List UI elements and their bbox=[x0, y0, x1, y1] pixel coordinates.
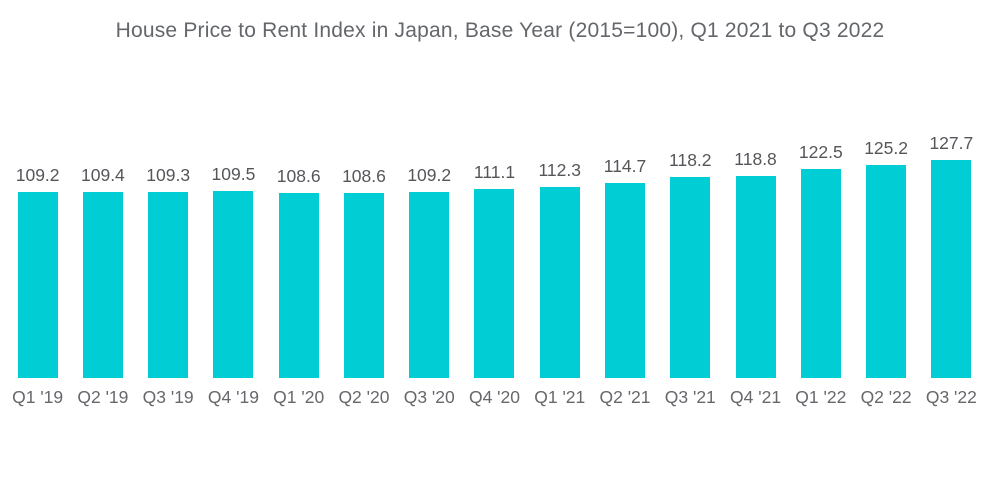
bar-value-label: 114.7 bbox=[603, 156, 647, 176]
x-tick-label: Q3 '19 bbox=[142, 387, 194, 407]
plot-area: 109.2 Q1 '19 109.4 Q2 '19 109.3 Q3 '19 1… bbox=[5, 133, 984, 407]
x-tick-label: Q4 '21 bbox=[730, 387, 782, 407]
x-tick-label: Q4 '19 bbox=[207, 387, 259, 407]
bar-group: 109.3 Q3 '19 bbox=[136, 165, 201, 407]
chart-title: House Price to Rent Index in Japan, Base… bbox=[115, 19, 885, 42]
bar-value-label: 118.8 bbox=[734, 149, 777, 169]
x-tick-label: Q4 '20 bbox=[468, 387, 520, 407]
bar-value-label: 122.5 bbox=[798, 142, 843, 162]
bar-group: 118.2 Q3 '21 bbox=[658, 150, 723, 407]
bar-value-label: 125.2 bbox=[864, 138, 908, 158]
bar bbox=[735, 176, 776, 378]
bar-value-label: 109.2 bbox=[407, 165, 452, 185]
bar bbox=[866, 165, 907, 378]
bar-group: 118.8 Q4 '21 bbox=[723, 149, 788, 407]
bar bbox=[17, 192, 58, 378]
bar-value-label: 118.2 bbox=[669, 150, 712, 170]
bar-group: 108.6 Q2 '20 bbox=[331, 166, 396, 407]
bar bbox=[931, 160, 972, 378]
bar-group: 122.5 Q1 '22 bbox=[788, 142, 853, 407]
bar-group: 109.2 Q3 '20 bbox=[397, 165, 462, 407]
bar bbox=[474, 189, 515, 378]
bar-value-label: 109.2 bbox=[15, 165, 60, 185]
x-tick-label: Q1 '21 bbox=[534, 387, 586, 407]
bar-group: 109.5 Q4 '19 bbox=[201, 164, 266, 407]
bar-value-label: 109.3 bbox=[146, 165, 191, 185]
bar bbox=[800, 169, 841, 378]
x-tick-label: Q2 '22 bbox=[860, 387, 912, 407]
x-tick-label: Q3 '20 bbox=[403, 387, 455, 407]
bar-group: 112.3 Q1 '21 bbox=[527, 160, 592, 407]
bar-value-label: 111.1 bbox=[473, 162, 516, 182]
bar-group: 114.7 Q2 '21 bbox=[592, 156, 657, 407]
bar-value-label: 108.6 bbox=[276, 166, 321, 186]
x-tick-label: Q1 '22 bbox=[795, 387, 847, 407]
bar bbox=[82, 192, 123, 378]
bar-value-label: 109.5 bbox=[211, 164, 256, 184]
x-tick-label: Q2 '20 bbox=[338, 387, 390, 407]
bar-group: 108.6 Q1 '20 bbox=[266, 166, 331, 407]
bar-group: 111.1 Q4 '20 bbox=[462, 162, 527, 407]
bar-group: 109.2 Q1 '19 bbox=[5, 165, 70, 407]
x-tick-label: Q3 '22 bbox=[925, 387, 977, 407]
bar-group: 125.2 Q2 '22 bbox=[853, 138, 918, 407]
bar-value-label: 108.6 bbox=[342, 166, 386, 186]
bar-value-label: 109.4 bbox=[81, 165, 125, 185]
bar-group: 109.4 Q2 '19 bbox=[70, 165, 135, 407]
bar bbox=[539, 187, 580, 378]
bar bbox=[278, 193, 319, 378]
x-tick-label: Q2 '19 bbox=[77, 387, 129, 407]
bar-value-label: 112.3 bbox=[538, 160, 582, 180]
x-tick-label: Q3 '21 bbox=[664, 387, 716, 407]
x-tick-label: Q1 '20 bbox=[273, 387, 325, 407]
x-tick-label: Q1 '19 bbox=[12, 387, 64, 407]
bar bbox=[409, 192, 450, 378]
bar bbox=[148, 192, 189, 378]
bar bbox=[670, 177, 711, 378]
bar-group: 127.7 Q3 '22 bbox=[919, 133, 984, 407]
bar bbox=[213, 191, 254, 378]
bar bbox=[343, 193, 384, 378]
bar-value-label: 127.7 bbox=[929, 133, 974, 153]
x-tick-label: Q2 '21 bbox=[599, 387, 651, 407]
bar bbox=[605, 183, 646, 378]
